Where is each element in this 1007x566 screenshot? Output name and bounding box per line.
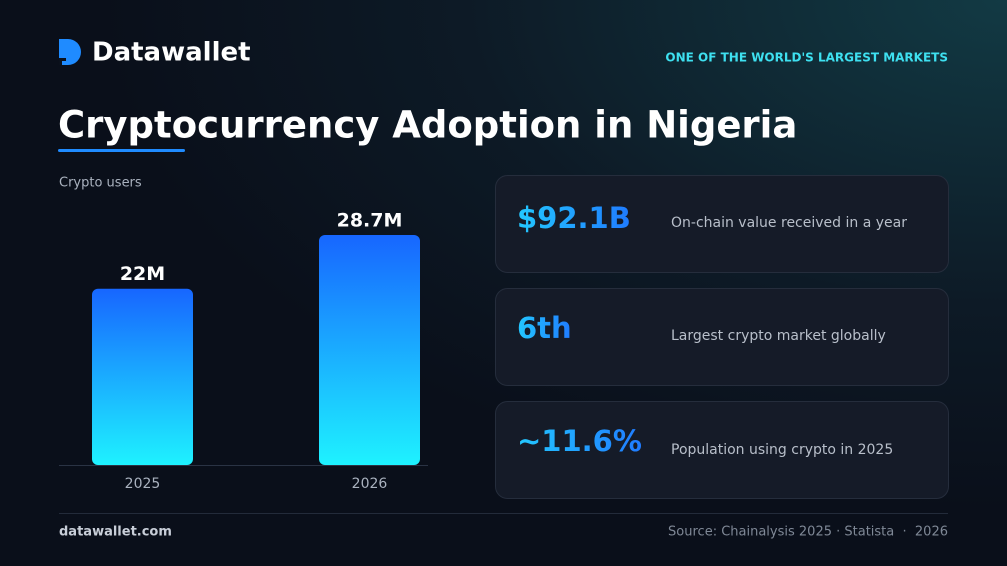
stat-label: Largest crypto market globally xyxy=(671,328,886,344)
title-underline xyxy=(58,149,185,152)
title: Cryptocurrency Adoption in Nigeria xyxy=(58,104,797,147)
logo xyxy=(59,39,81,65)
stat-label: On-chain value received in a year xyxy=(671,215,907,231)
bar xyxy=(92,288,193,465)
x-tick-label: 2025 xyxy=(125,476,161,492)
value-label: 28.7M xyxy=(337,210,403,232)
bar xyxy=(319,235,420,465)
stat-card: ~11.6% Population using crypto in 2025 xyxy=(495,401,949,499)
stat-value: ~11.6% xyxy=(517,424,642,458)
chart-subtitle: Crypto users xyxy=(59,176,142,191)
footer-site: datawallet.com xyxy=(59,525,172,540)
footer-source: Source: Chainalysis 2025 · Statista · 20… xyxy=(668,525,948,540)
brand: Datawallet xyxy=(92,38,251,68)
stat-card: $92.1B On-chain value received in a year xyxy=(495,175,949,273)
stat-value: 6th xyxy=(517,311,572,345)
stat-label: Population using crypto in 2025 xyxy=(671,442,893,458)
stat-value: $92.1B xyxy=(517,201,631,235)
x-tick-label: 2026 xyxy=(352,476,388,492)
tagline: ONE OF THE WORLD'S LARGEST MARKETS xyxy=(665,51,948,65)
value-label: 22M xyxy=(120,263,165,285)
stat-card: 6th Largest crypto market globally xyxy=(495,288,949,386)
chart: 22M 2025 28.7M 2026 xyxy=(59,210,428,492)
